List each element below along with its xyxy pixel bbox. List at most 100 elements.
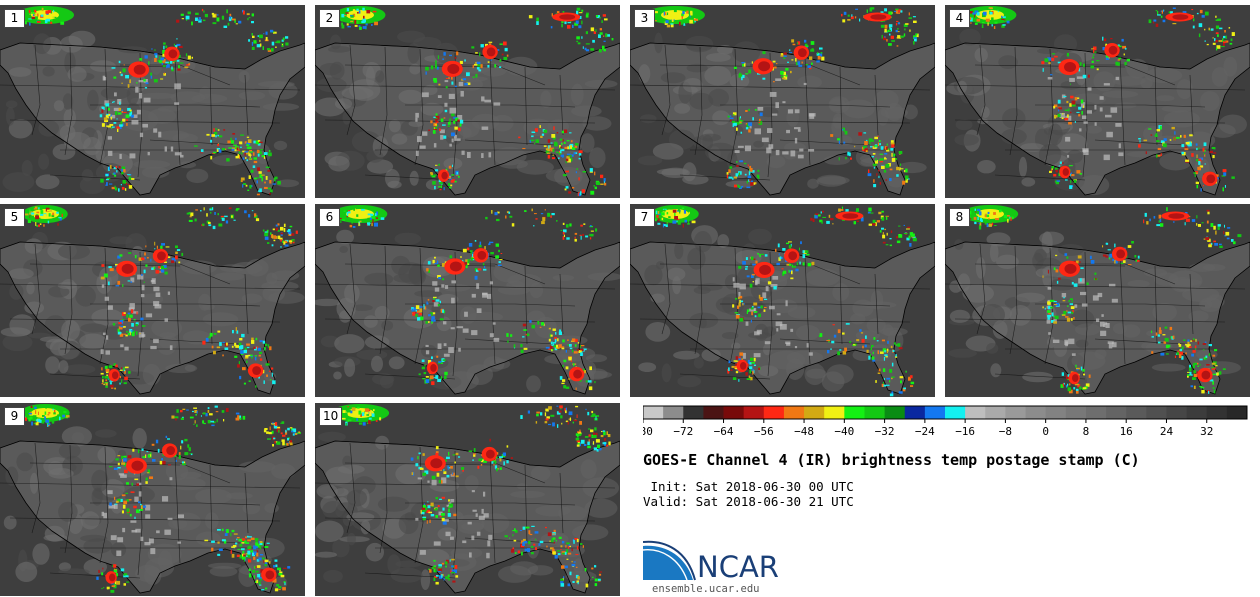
- cloud-wisp: [443, 353, 450, 357]
- cloud-pixel: [577, 443, 581, 445]
- cloud-pixel: [1093, 53, 1095, 56]
- terrain-shade: [731, 342, 741, 350]
- cloud-pixel: [874, 136, 878, 140]
- terrain-shade: [44, 315, 66, 334]
- cloud-pixel: [877, 142, 879, 146]
- cloud-pixel: [123, 312, 126, 314]
- cloud-wisp: [415, 112, 419, 118]
- cloud-pixel: [233, 144, 237, 146]
- cloud-pixel: [571, 338, 576, 342]
- terrain-shade: [464, 475, 479, 492]
- cloud-pixel: [109, 380, 114, 382]
- cloud-pixel: [163, 267, 168, 270]
- cloud-pixel: [512, 547, 515, 551]
- cloud-pixel: [161, 62, 164, 65]
- cloud-pixel: [864, 141, 868, 145]
- cloud-pixel: [163, 73, 166, 76]
- cloud-pixel: [973, 216, 977, 220]
- cloud-pixel: [255, 543, 260, 548]
- cloud-pixel: [870, 146, 874, 148]
- cloud-wisp: [138, 332, 145, 338]
- cloud-pixel: [436, 472, 440, 477]
- cloud-pixel: [679, 21, 681, 26]
- cloud-pixel: [1134, 255, 1137, 258]
- cloud-pixel: [1217, 226, 1220, 230]
- cloud-pixel: [226, 158, 230, 162]
- cloud-pixel: [791, 59, 794, 61]
- cloud-wisp: [450, 536, 454, 540]
- cloud-pixel: [471, 256, 475, 259]
- cloud-pixel: [151, 443, 155, 446]
- cloud-pixel: [105, 385, 108, 388]
- cloud-wisp: [427, 480, 430, 483]
- cloud-pixel: [890, 35, 894, 39]
- cloud-pixel: [506, 333, 509, 337]
- cloud-wisp: [776, 328, 779, 332]
- cloud-pixel: [294, 433, 298, 435]
- cloud-pixel: [568, 191, 572, 194]
- cloud-pixel: [897, 35, 901, 39]
- cloud-pixel: [435, 446, 439, 450]
- cloud-pixel: [540, 412, 543, 416]
- cloud-pixel: [881, 165, 885, 169]
- state-border: [405, 502, 576, 506]
- cloud-pixel: [736, 127, 738, 131]
- cloud-pixel: [257, 347, 261, 351]
- cloud-pixel: [1047, 314, 1051, 318]
- cloud-pixel: [113, 167, 117, 170]
- cloud-wisp: [148, 538, 154, 544]
- cloud-pixel: [1156, 224, 1161, 227]
- cloud-pixel: [553, 126, 555, 131]
- cloud-pixel: [202, 412, 206, 415]
- cloud-pixel: [186, 409, 189, 411]
- cloud-pixel: [185, 53, 188, 57]
- cloud-pixel: [200, 210, 202, 212]
- cloud-pixel: [755, 260, 758, 264]
- terrain-shade: [1054, 340, 1068, 357]
- cloud-pixel: [534, 142, 536, 145]
- cloud-pixel: [1176, 351, 1180, 355]
- cloud-pixel: [57, 223, 59, 226]
- cloud-wisp: [765, 286, 769, 292]
- cloud-pixel: [1173, 221, 1175, 223]
- cloud-pixel: [787, 61, 789, 63]
- cloud-pixel: [1216, 372, 1219, 376]
- cloud-pixel: [174, 45, 178, 47]
- cloud-pixel: [845, 323, 850, 325]
- cloud-pixel: [182, 408, 186, 410]
- cloud-pixel: [1105, 43, 1108, 47]
- terrain-shade: [493, 262, 526, 283]
- cloud-pixel: [1050, 306, 1054, 309]
- cloud-wisp: [742, 352, 746, 359]
- cloud-pixel: [595, 432, 598, 437]
- coastline: [945, 42, 1250, 196]
- cloud-pixel: [728, 360, 731, 364]
- cloud-pixel: [1088, 74, 1090, 78]
- cloud-pixel: [906, 237, 910, 241]
- cloud-pixel: [1200, 188, 1202, 192]
- cloud-pixel: [225, 408, 229, 412]
- terrain-shade: [1078, 174, 1110, 196]
- cloud-pixel: [887, 340, 889, 344]
- cloud-pixel: [143, 281, 145, 283]
- cloud-pixel: [115, 364, 118, 368]
- cloud-pixel: [1061, 117, 1064, 120]
- cloud-pixel: [154, 241, 156, 246]
- terrain-shade: [1022, 371, 1053, 383]
- cloud-pixel: [753, 357, 756, 362]
- cloud-pixel: [882, 234, 886, 239]
- terrain-shade: [48, 460, 63, 475]
- cloud-pixel: [145, 454, 147, 458]
- cloud-pixel: [572, 349, 574, 353]
- cloud-pixel: [742, 63, 745, 67]
- cloud-pixel: [896, 12, 900, 14]
- terrain-shade: [990, 363, 1002, 378]
- cloud-pixel: [236, 554, 240, 557]
- terrain-shade: [685, 35, 714, 53]
- terrain-shade: [253, 554, 272, 565]
- cloud-pixel: [591, 410, 594, 414]
- cloud-pixel: [883, 170, 887, 173]
- cloud-pixel: [221, 148, 225, 151]
- cloud-pixel: [1216, 47, 1218, 51]
- storm-core: [157, 251, 166, 261]
